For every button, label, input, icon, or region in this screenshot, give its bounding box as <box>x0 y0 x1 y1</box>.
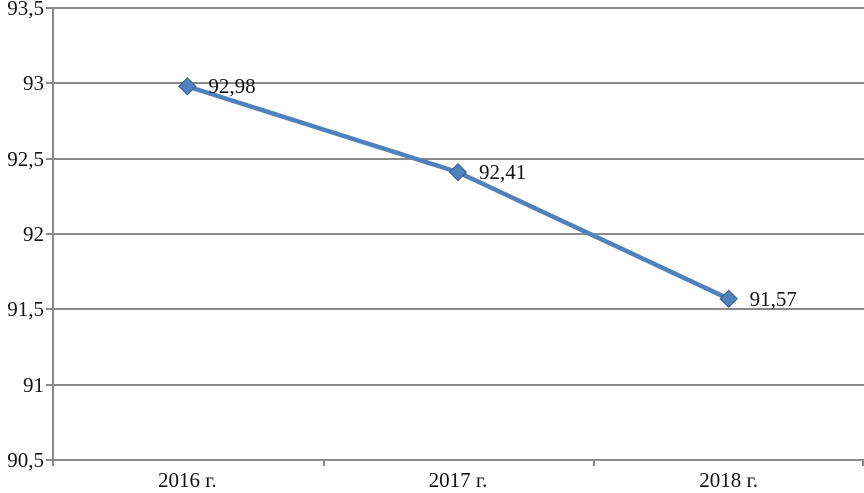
y-axis-tick-label: 93 <box>23 71 44 96</box>
data-point-label: 91,57 <box>749 286 797 311</box>
data-point-label: 92,98 <box>208 74 256 99</box>
y-axis-tick-label: 92 <box>23 222 44 246</box>
y-gridline <box>52 459 864 461</box>
y-axis-tick-label: 90,5 <box>7 448 44 472</box>
x-axis-tick <box>593 460 596 466</box>
y-axis-tick-label: 92,5 <box>7 146 44 171</box>
y-axis-tick <box>46 7 52 9</box>
y-axis-tick <box>46 82 52 85</box>
data-point-label: 92,41 <box>479 160 527 185</box>
y-axis-tick <box>46 383 52 386</box>
y-gridline <box>52 157 864 160</box>
y-gridline <box>52 82 864 85</box>
x-axis-tick <box>52 460 54 466</box>
y-axis-tick-label: 91 <box>23 372 44 397</box>
y-gridline <box>52 233 864 235</box>
x-axis-tick <box>862 460 864 466</box>
diamond-marker <box>178 77 197 96</box>
y-axis <box>52 8 54 466</box>
series-line <box>185 84 731 302</box>
y-gridline <box>52 383 864 386</box>
diamond-marker <box>448 163 468 182</box>
y-axis-tick-label: 93,5 <box>7 0 44 20</box>
y-axis-tick <box>46 459 52 461</box>
y-gridline <box>52 7 864 9</box>
y-gridline <box>52 308 864 311</box>
y-axis-tick <box>46 233 52 235</box>
y-axis-tick <box>46 157 52 160</box>
y-axis-tick-label: 91,5 <box>7 297 44 322</box>
y-axis-tick <box>46 308 52 311</box>
x-axis-category-label: 2016 г. <box>157 468 217 492</box>
x-axis-category-label: 2017 г. <box>428 468 488 492</box>
x-axis-tick <box>322 460 325 466</box>
x-axis-category-label: 2018 г. <box>699 468 759 492</box>
diamond-marker <box>719 289 738 308</box>
